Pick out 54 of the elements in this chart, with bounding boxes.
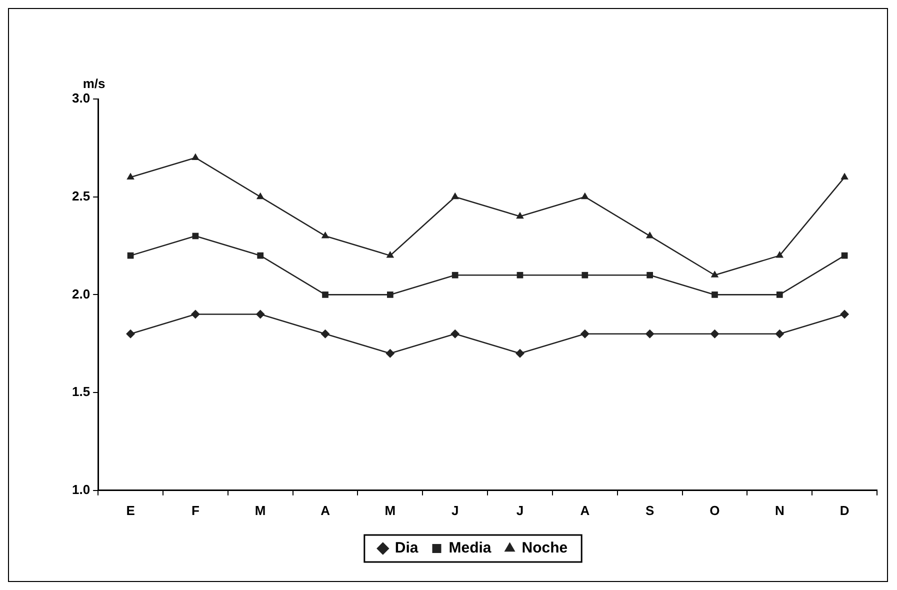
- point: [840, 310, 850, 319]
- point: [582, 272, 588, 278]
- legend-label: Noche: [522, 540, 568, 557]
- point: [776, 251, 784, 258]
- point: [126, 172, 134, 180]
- x-tick-label: O: [710, 502, 720, 518]
- legend-label: Media: [448, 540, 492, 557]
- point: [386, 292, 394, 298]
- point: [386, 251, 394, 258]
- point: [450, 329, 460, 338]
- point: [516, 272, 524, 278]
- point: [452, 272, 458, 278]
- point: [710, 270, 719, 278]
- point: [192, 153, 200, 160]
- point: [775, 329, 784, 338]
- y-tick-label: 2.0: [72, 286, 90, 302]
- x-tick-label: J: [451, 502, 459, 518]
- point: [515, 348, 524, 358]
- point: [126, 329, 136, 338]
- point: [322, 292, 328, 298]
- point: [516, 212, 524, 219]
- point: [256, 310, 265, 319]
- x-tick-label: S: [645, 502, 654, 518]
- x-tick-label: A: [580, 502, 590, 518]
- y-tick-label: 1.0: [72, 482, 90, 497]
- y-tick-label: 1.5: [72, 384, 90, 400]
- legend-label: Dia: [394, 540, 419, 557]
- point: [646, 231, 654, 238]
- x-tick-label: M: [254, 502, 266, 518]
- point: [645, 329, 654, 338]
- point: [386, 348, 395, 358]
- point: [776, 292, 783, 298]
- point: [451, 192, 459, 200]
- point: [712, 292, 718, 298]
- point: [190, 310, 200, 319]
- x-tick-label: D: [840, 502, 850, 518]
- y-axis-title: m/s: [82, 76, 106, 92]
- y-tick-label: 3.0: [72, 90, 90, 106]
- point: [321, 231, 330, 238]
- point: [710, 329, 720, 338]
- x-tick-label: J: [516, 502, 524, 518]
- point: [320, 329, 330, 338]
- x-tick-label: E: [126, 502, 136, 518]
- x-tick-label: A: [320, 502, 331, 518]
- x-tick-label: M: [384, 502, 396, 518]
- y-tick-label: 2.5: [72, 188, 90, 204]
- x-tick-label: N: [774, 502, 784, 518]
- point: [256, 192, 264, 200]
- point: [580, 329, 590, 338]
- x-tick-label: F: [191, 502, 200, 518]
- point: [646, 272, 653, 278]
- point: [257, 252, 264, 259]
- point: [840, 172, 848, 180]
- point: [581, 192, 589, 200]
